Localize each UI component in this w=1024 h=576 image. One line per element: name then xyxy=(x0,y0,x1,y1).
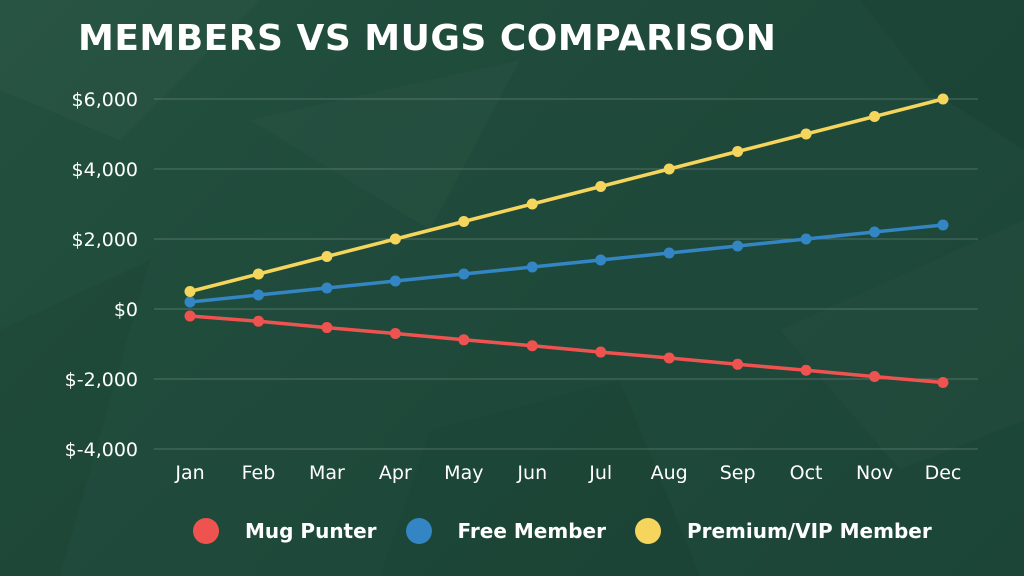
legend-swatch xyxy=(634,518,661,544)
chart-title: MEMBERS VS MUGS COMPARISON xyxy=(78,18,777,59)
legend-label: Premium/VIP Member xyxy=(686,519,932,543)
y-tick-label: $6,000 xyxy=(72,89,138,111)
x-tick-label: Jun xyxy=(516,462,547,484)
x-tick-label: Aug xyxy=(651,462,688,484)
data-point xyxy=(389,275,401,287)
data-point xyxy=(321,251,333,262)
data-point xyxy=(252,289,264,301)
data-point xyxy=(663,352,675,364)
data-point xyxy=(869,111,881,122)
data-point xyxy=(732,146,744,157)
x-tick-label: Nov xyxy=(856,462,893,484)
series-line xyxy=(188,97,945,294)
y-tick-label: $4,000 xyxy=(72,159,138,181)
legend-swatch xyxy=(193,518,219,544)
data-point xyxy=(389,328,401,339)
data-point xyxy=(252,268,264,280)
data-point xyxy=(663,163,675,175)
legend-swatch xyxy=(405,518,432,544)
data-point xyxy=(937,219,949,231)
data-point xyxy=(937,93,949,105)
x-tick-label: May xyxy=(444,462,483,484)
series-group xyxy=(184,219,949,308)
data-point xyxy=(184,286,196,297)
series xyxy=(184,93,949,388)
legend-label: Free Member xyxy=(457,519,606,543)
legend: Mug Punter Free Member Premium/VIP Member xyxy=(193,513,961,549)
data-point xyxy=(595,254,607,266)
data-point xyxy=(869,371,881,383)
x-tick-label: Sep xyxy=(720,462,756,484)
x-tick-label: Mar xyxy=(309,462,345,484)
data-point xyxy=(800,364,812,376)
legend-item: Premium/VIP Member xyxy=(634,518,932,544)
data-point xyxy=(458,334,470,346)
x-tick-label: Apr xyxy=(379,462,412,484)
data-point xyxy=(595,346,607,358)
series-group xyxy=(184,93,949,297)
legend-item: Free Member xyxy=(405,518,606,544)
data-point xyxy=(389,233,401,245)
y-tick-label: $2,000 xyxy=(72,229,138,251)
x-tick-label: Oct xyxy=(790,462,823,484)
legend-label: Mug Punter xyxy=(245,519,377,543)
y-axis: $6,000 $4,000 $2,000 $0 $-2,000 $-4,000 xyxy=(65,89,138,461)
data-point xyxy=(800,128,812,140)
data-point xyxy=(321,322,333,334)
x-tick-label: Dec xyxy=(925,462,962,484)
y-tick-label: $0 xyxy=(114,299,138,321)
data-point xyxy=(526,198,538,210)
data-point xyxy=(526,340,538,352)
y-tick-label: $-4,000 xyxy=(65,439,138,461)
x-tick-label: Jul xyxy=(588,462,612,484)
y-tick-label: $-2,000 xyxy=(65,369,138,391)
legend-item: Mug Punter xyxy=(193,518,377,544)
series-line xyxy=(188,314,945,385)
series-line xyxy=(188,223,945,304)
data-point xyxy=(526,261,538,273)
data-point xyxy=(458,268,470,280)
data-point xyxy=(184,310,196,322)
data-point xyxy=(595,181,607,192)
data-point xyxy=(184,296,196,308)
data-point xyxy=(252,315,264,327)
x-tick-label: Jan xyxy=(174,462,204,484)
data-point xyxy=(663,247,675,259)
data-point xyxy=(732,358,744,370)
x-tick-label: Feb xyxy=(242,462,276,484)
grid xyxy=(154,98,978,450)
x-axis: Jan Feb Mar Apr May Jun Jul Aug Sep Oct Nov Dec xyxy=(174,462,961,484)
data-point xyxy=(869,226,881,238)
series-group xyxy=(184,310,949,388)
data-point xyxy=(458,216,470,227)
data-point xyxy=(732,240,744,252)
data-point xyxy=(321,282,333,294)
data-point xyxy=(800,233,812,245)
data-point xyxy=(937,377,949,388)
